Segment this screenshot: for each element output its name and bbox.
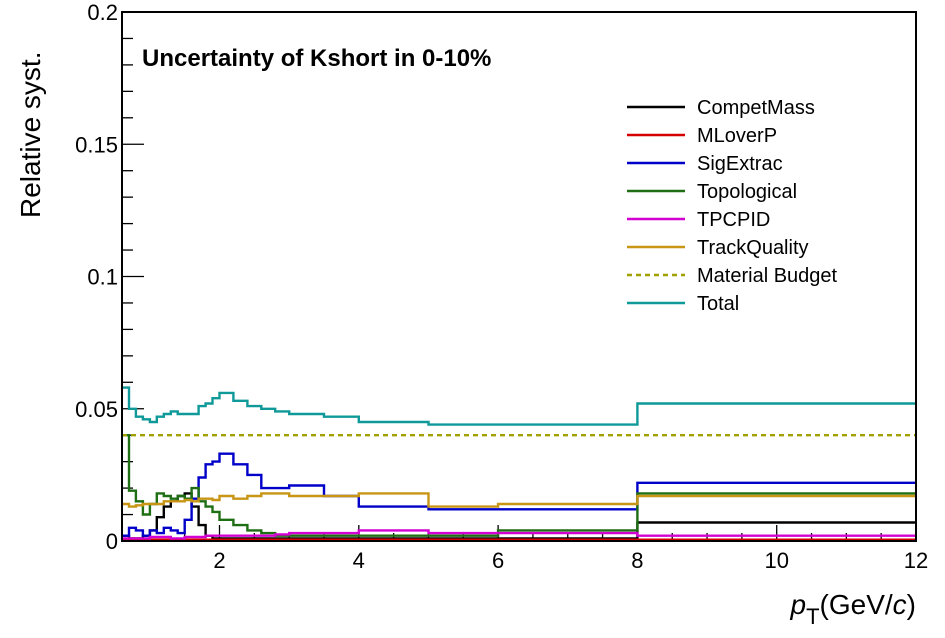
x-axis-title: pT(GeV/c) (790, 589, 917, 629)
legend-label: SigExtrac (697, 153, 783, 175)
y-tick-label: 0 (106, 529, 118, 554)
x-axis-symbol: p (790, 589, 807, 620)
y-tick-label: 0.15 (75, 132, 118, 157)
plot-frame (121, 11, 917, 542)
legend-label: TPCPID (697, 209, 770, 231)
x-tick-label: 6 (492, 548, 504, 573)
legend: CompetMass MLoverP SigExtrac Topological TPC… (627, 97, 838, 315)
legend-label: Material Budget (697, 265, 838, 287)
x-tick-label: 4 (353, 548, 365, 573)
legend-label: MLoverP (697, 125, 777, 147)
series-group (122, 386, 916, 541)
y-tick-label: 0.1 (87, 265, 118, 290)
y-tick-label: 0.05 (75, 397, 118, 422)
legend-label: Total (697, 293, 739, 315)
y-tick-label: 0.2 (87, 0, 118, 25)
series-topological (122, 434, 916, 537)
x-tick-label: 8 (631, 548, 643, 573)
series-total (122, 386, 916, 426)
tick-labels: 2 4 6 8 10 12 0 0.05 0.1 0.15 0.2 (75, 0, 928, 573)
x-axis-unit-var: c (893, 589, 907, 620)
x-axis-unit-close: ) (907, 589, 916, 620)
x-tick-label: 12 (904, 548, 928, 573)
legend-label: Topological (697, 181, 797, 203)
x-axis-unit: (GeV/ (820, 589, 893, 620)
legend-label: CompetMass (697, 97, 815, 119)
series-tpcpid (122, 529, 916, 540)
y-axis-title: Relative syst. (15, 52, 46, 219)
legend-label: TrackQuality (697, 237, 809, 259)
x-axis-subscript: T (806, 604, 819, 629)
series-trackquality (122, 492, 916, 508)
chart-title: Uncertainty of Kshort in 0-10% (142, 45, 491, 72)
x-tick-label: 10 (764, 548, 788, 573)
x-tick-label: 2 (213, 548, 225, 573)
